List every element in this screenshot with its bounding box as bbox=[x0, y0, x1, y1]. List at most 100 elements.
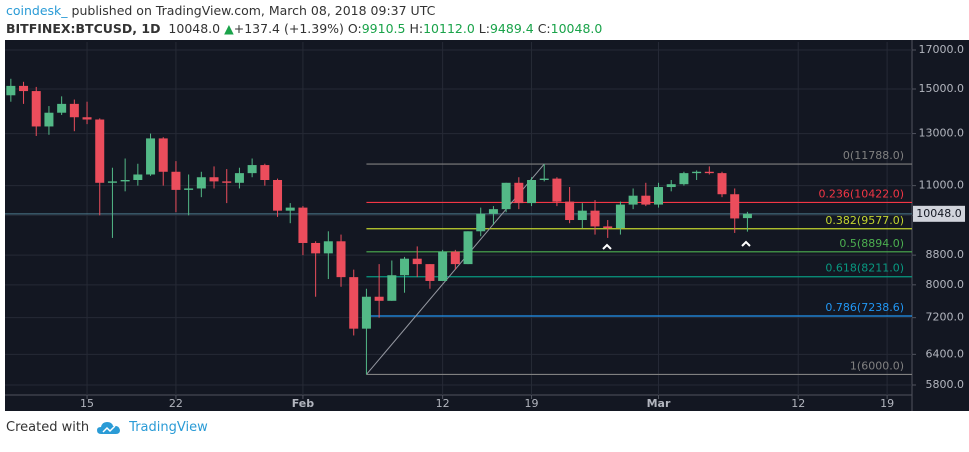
candle-body bbox=[44, 112, 54, 127]
candle-body bbox=[336, 241, 346, 278]
candle-body bbox=[171, 171, 181, 190]
ohlc: O:9910.5 H:10112.0 L:9489.4 C:10048.0 bbox=[348, 21, 602, 36]
candle-body bbox=[488, 209, 498, 214]
ohlc-label: C: bbox=[537, 21, 551, 36]
candle-body bbox=[527, 180, 537, 204]
author[interactable]: coindesk_ bbox=[6, 3, 68, 18]
y-tick-label: 15000.0 bbox=[919, 82, 965, 95]
candle-body bbox=[120, 180, 130, 182]
candle-body bbox=[298, 207, 308, 243]
candle-body bbox=[6, 85, 16, 96]
created-with: Created with bbox=[6, 420, 90, 435]
candle-body bbox=[31, 91, 41, 127]
candle-body bbox=[654, 187, 664, 205]
candle-body bbox=[603, 226, 613, 229]
candle-body bbox=[57, 103, 67, 113]
candle-body bbox=[82, 117, 92, 120]
candle-body bbox=[577, 210, 587, 221]
symbol: BITFINEX:BTCUSD, 1D bbox=[6, 21, 161, 36]
brand[interactable]: TradingView bbox=[129, 420, 208, 435]
ohlc-label: H: bbox=[409, 21, 424, 36]
ohlc-value: 9489.4 bbox=[489, 21, 534, 36]
candle-body bbox=[501, 182, 511, 210]
x-tick-label: 12 bbox=[791, 397, 805, 410]
fib-label: 0.236(10422.0) bbox=[818, 187, 904, 200]
candle-body bbox=[539, 178, 549, 181]
candle-body bbox=[196, 177, 206, 189]
fib-label: 0.382(9577.0) bbox=[825, 214, 904, 227]
x-tick-label: 15 bbox=[80, 397, 94, 410]
candle-body bbox=[234, 173, 244, 183]
candle-body bbox=[400, 258, 410, 276]
candle-body bbox=[412, 258, 422, 265]
candle-body bbox=[590, 210, 600, 227]
publish-line: coindesk_ published on TradingView.com, … bbox=[6, 2, 602, 20]
candle-body bbox=[247, 165, 257, 174]
ohlc-value: 10048.0 bbox=[550, 21, 603, 36]
candle-body bbox=[425, 264, 435, 281]
candle-body bbox=[438, 251, 448, 281]
fib-label: 0.5(8894.0) bbox=[839, 237, 904, 250]
chart: 5800.06400.07200.08000.08800.010000.0110… bbox=[5, 40, 969, 411]
candle-body bbox=[692, 171, 702, 174]
candle-body bbox=[450, 251, 460, 265]
header: coindesk_ published on TradingView.com, … bbox=[6, 2, 602, 38]
candle-body bbox=[387, 275, 397, 301]
candle-body bbox=[19, 85, 29, 92]
candle-body bbox=[311, 242, 321, 254]
logo bbox=[97, 421, 121, 434]
symbol-line: BITFINEX:BTCUSD, 1D 10048.0 ▲+137.4 (+1.… bbox=[6, 20, 602, 38]
y-tick-label: 11000.0 bbox=[919, 179, 965, 192]
x-tick-label: 19 bbox=[880, 397, 894, 410]
ohlc-value: 10112.0 bbox=[423, 21, 475, 36]
x-tick-label: 22 bbox=[169, 397, 183, 410]
y-tick-label: 13000.0 bbox=[919, 127, 965, 140]
candle-body bbox=[184, 188, 194, 190]
candle-body bbox=[565, 201, 575, 221]
candle-body bbox=[285, 207, 295, 211]
arrow: ▲ bbox=[224, 21, 234, 36]
candle-body bbox=[69, 103, 79, 118]
candle-body bbox=[361, 296, 371, 329]
candle-body bbox=[666, 184, 676, 188]
last-price-label: 10048.0 bbox=[916, 207, 962, 220]
candle-body bbox=[323, 241, 333, 254]
y-tick-label: 17000.0 bbox=[919, 43, 965, 56]
last-price-box bbox=[913, 205, 965, 222]
x-tick-label: 19 bbox=[525, 397, 539, 410]
price: 10048.0 bbox=[168, 21, 221, 36]
x-tick-label: 12 bbox=[436, 397, 450, 410]
y-tick-label: 5800.0 bbox=[926, 378, 965, 391]
candle-body bbox=[514, 182, 524, 204]
footer: Created with TradingView bbox=[6, 420, 208, 435]
y-tick-label: 6400.0 bbox=[926, 347, 965, 360]
published: published on TradingView.com, March 08, … bbox=[71, 3, 436, 18]
y-tick-label: 8800.0 bbox=[926, 248, 965, 261]
candle-body bbox=[641, 195, 651, 205]
candle-body bbox=[146, 138, 156, 175]
x-tick-label: Mar bbox=[647, 397, 671, 410]
candle-body bbox=[374, 296, 384, 301]
candle-body bbox=[679, 173, 689, 185]
candle-body bbox=[349, 277, 359, 329]
marker-arrow bbox=[602, 243, 612, 250]
candle-body bbox=[552, 178, 562, 202]
candle-body bbox=[260, 165, 270, 181]
candle-body bbox=[273, 180, 283, 211]
candle-body bbox=[209, 177, 219, 182]
candle-body bbox=[628, 195, 638, 205]
fib-label: 1(6000.0) bbox=[850, 359, 904, 372]
fib-label: 0.786(7238.6) bbox=[825, 301, 904, 314]
y-tick-label: 7200.0 bbox=[926, 311, 965, 324]
ohlc-value: 9910.5 bbox=[361, 21, 406, 36]
fib-label: 0.618(8211.0) bbox=[825, 262, 904, 275]
candle-body bbox=[95, 119, 105, 183]
x-tick-label: Feb bbox=[292, 397, 315, 410]
candle-body bbox=[476, 213, 486, 232]
candle-body bbox=[730, 194, 740, 219]
candle-body bbox=[717, 173, 727, 195]
chart-background bbox=[5, 40, 969, 411]
candle-body bbox=[615, 204, 625, 229]
candle-body bbox=[704, 171, 714, 174]
